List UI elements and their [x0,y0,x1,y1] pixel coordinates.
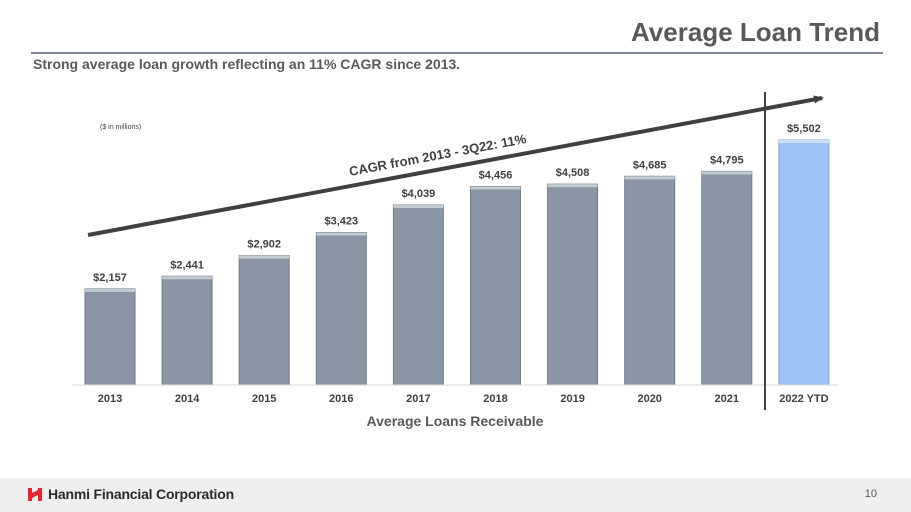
hanmi-logo-icon [28,488,42,501]
data-label: $4,456 [479,169,513,181]
data-label: $2,157 [93,272,127,284]
data-label: $2,441 [170,259,204,271]
data-label: $4,795 [710,154,744,166]
x-tick-label: 2021 [715,393,739,405]
bar-cap [162,276,213,280]
bar-cap [470,186,521,190]
bar-2013 [84,288,136,386]
bar-2021 [701,170,753,386]
x-tick-label: 2022 YTD [779,393,828,405]
x-axis-title: Average Loans Receivable [367,413,544,429]
page-title: Average Loan Trend [631,17,880,47]
data-label: $4,685 [633,159,667,171]
x-tick-label: 2020 [637,393,661,405]
footer-bar [0,478,911,512]
data-label: $4,039 [402,188,436,200]
bar-cap [239,255,290,259]
bar-cap [316,232,367,236]
x-tick-label: 2013 [98,393,122,405]
bar-cap [778,139,829,143]
bar-cap [393,205,444,209]
x-tick-label: 2014 [175,393,200,405]
bar-cap [85,288,135,292]
page-number: 10 [864,488,877,500]
x-tick-label: 2015 [252,393,276,405]
bar-2019 [547,183,599,386]
bar-cap [624,176,675,180]
bar-cap [701,171,752,175]
bar-2022-ytd [778,139,830,386]
x-tick-label: 2017 [406,393,430,405]
x-tick-label: 2016 [329,393,353,405]
bar-2017 [392,204,444,386]
bar-2020 [624,175,676,386]
cagr-trend-arrow [87,95,824,237]
bar-2016 [315,232,367,386]
page-subtitle: Strong average loan growth reflecting an… [33,56,461,72]
bar-chart: $2,157 2013 $2,441 2014 $2,902 2015 $3,423 2016… [72,92,838,429]
x-tick-label: 2018 [483,393,507,405]
data-label: $3,423 [324,216,358,228]
bar-2014 [161,275,213,386]
unit-note: ($ in millions) [100,124,142,131]
company-logo: Hanmi Financial Corporation [26,485,234,503]
title-divider [31,52,883,54]
company-name: Hanmi Financial Corporation [48,486,234,502]
bar-cap [547,184,598,188]
data-label: $2,902 [247,239,281,251]
data-label: $5,502 [787,123,821,135]
x-tick-label: 2019 [560,393,584,405]
data-label: $4,508 [556,167,590,179]
bar-2015 [238,255,290,386]
bar-2018 [470,185,521,386]
